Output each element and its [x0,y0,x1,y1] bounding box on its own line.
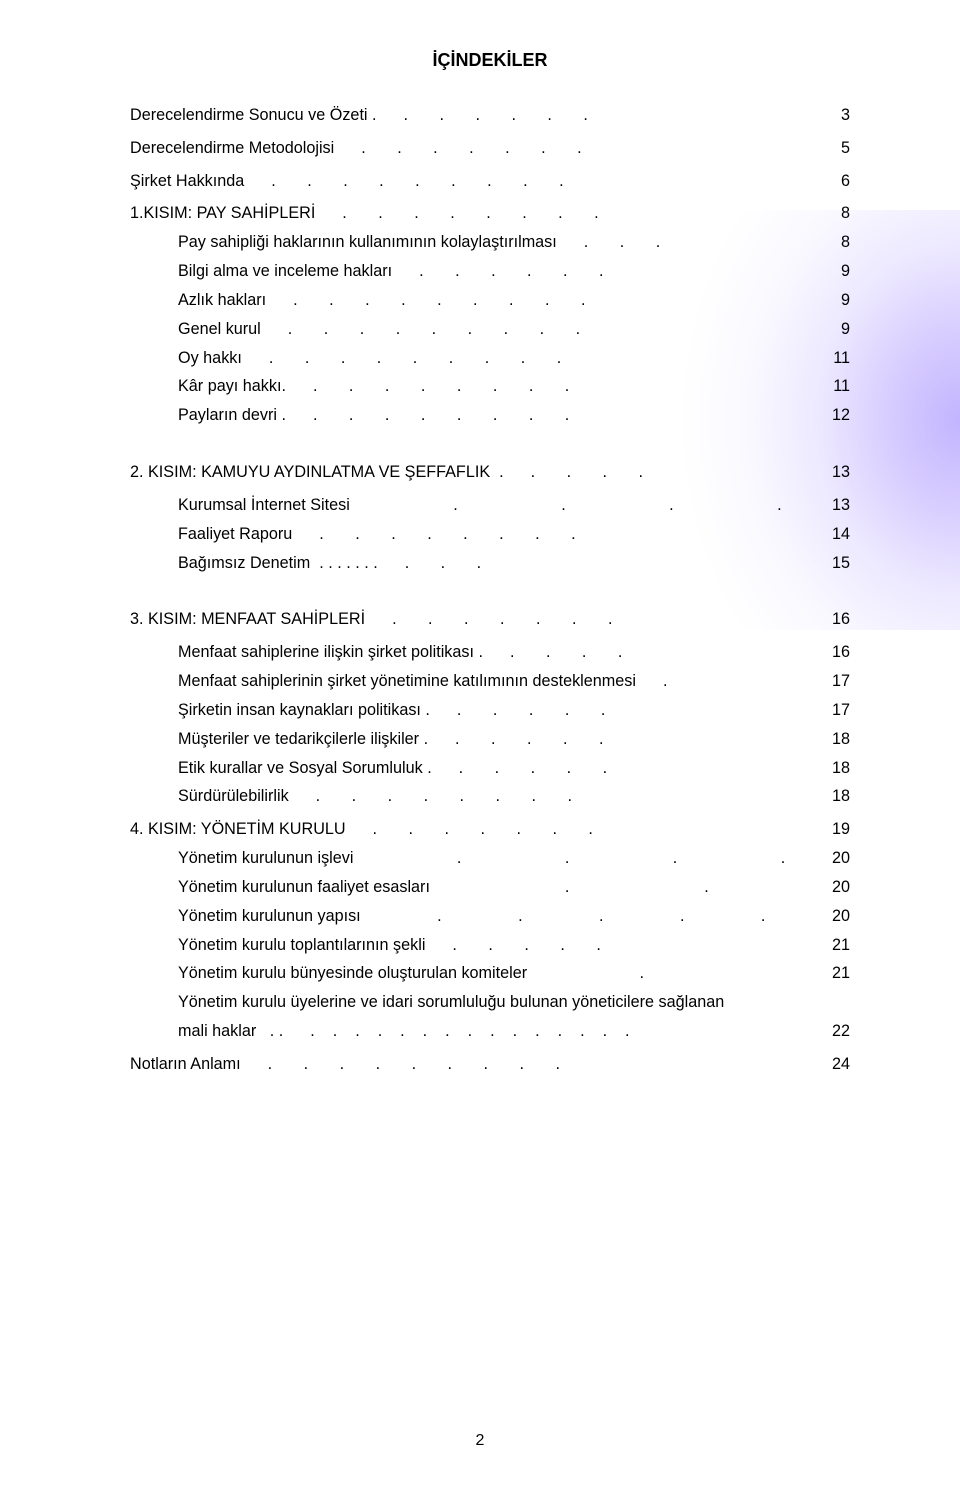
toc-entry-label: Yönetim kurulunun yapısı . . . . . [178,902,765,931]
toc-entry-label: Menfaat sahiplerine ilişkin şirket polit… [178,638,622,667]
toc-entry-page: 20 [824,844,850,873]
page-number: 2 [0,1432,960,1450]
toc-entry: Menfaat sahiplerinin şirket yönetimine k… [130,667,850,696]
toc-entry: Etik kurallar ve Sosyal Sorumluluk . . .… [130,754,850,783]
toc-entry-page: 21 [824,931,850,960]
toc-entry-label: Kâr payı hakkı. . . . . . . . . [178,372,569,401]
toc-entry-page: 16 [824,638,850,667]
toc-entry: Yönetim kurulu bünyesinde oluşturulan ko… [130,959,850,988]
toc-entry-page: 13 [824,491,850,520]
toc-entry: Kurumsal İnternet Sitesi . . . . 13 [130,491,850,520]
toc-entry-page: 19 [824,815,850,844]
toc-entry-label: Menfaat sahiplerinin şirket yönetimine k… [178,667,667,696]
toc-entry: Payların devri . . . . . . . . . 12 [130,401,850,430]
toc-entry: 1.KISIM: PAY SAHİPLERİ . . . . . . . . 8 [130,199,850,228]
toc-entry-page: 8 [833,228,850,257]
toc-entry-page: 14 [824,520,850,549]
toc-entry: Notların Anlamı . . . . . . . . . 24 [130,1050,850,1079]
toc-entry-page: 11 [825,372,850,401]
toc-entry-page: 5 [833,134,850,163]
toc-entry: 2. KISIM: KAMUYU AYDINLATMA VE ŞEFFAFLIK… [130,458,850,487]
toc-entry-label: mali haklar . . . . . . . . . . . . . . … [178,1017,630,1046]
toc-entry-label: Yönetim kurulu toplantılarının şekli . .… [178,931,601,960]
toc-entry-label: Müşteriler ve tedarikçilerle ilişkiler .… [178,725,603,754]
toc-entry-page: 6 [833,167,850,196]
toc-entry-label: 1.KISIM: PAY SAHİPLERİ . . . . . . . . [130,199,599,228]
toc-entry: Yönetim kurulunun yapısı . . . . . 20 [130,902,850,931]
toc-entry-label: Oy hakkı . . . . . . . . . [178,344,561,373]
toc-entry-page: 20 [824,902,850,931]
toc-entry-page: 17 [824,696,850,725]
toc-entry: Yönetim kurulunun işlevi . . . . 20 [130,844,850,873]
toc-entry-page: 15 [824,549,850,578]
toc-entry-page: 9 [833,286,850,315]
toc-entry-label: Yönetim kurulunun faaliyet esasları . . [178,873,709,902]
toc-entry: Faaliyet Raporu . . . . . . . . 14 [130,520,850,549]
toc-entry-page: 18 [824,754,850,783]
toc-entry: Derecelendirme Sonucu ve Özeti . . . . .… [130,101,850,130]
toc-entry: mali haklar . . . . . . . . . . . . . . … [130,1017,850,1046]
toc-entry: Kâr payı hakkı. . . . . . . . . 11 [130,372,850,401]
toc-entry-page: 21 [824,959,850,988]
toc-entry-page: 20 [824,873,850,902]
toc-entry: Yönetim kurulu toplantılarının şekli . .… [130,931,850,960]
toc-entry: Genel kurul . . . . . . . . . 9 [130,315,850,344]
toc-entry-label: 2. KISIM: KAMUYU AYDINLATMA VE ŞEFFAFLIK… [130,458,643,487]
toc-entry-label: Kurumsal İnternet Sitesi . . . . [178,491,782,520]
toc-entry-page: 3 [833,101,850,130]
toc-entry-page: 16 [824,605,850,634]
toc-entry-label: Genel kurul . . . . . . . . . [178,315,580,344]
toc-entry-page: 18 [824,782,850,811]
toc-entry: Şirket Hakkında . . . . . . . . . 6 [130,167,850,196]
toc-entry-page: 17 [824,667,850,696]
toc-entry: Müşteriler ve tedarikçilerle ilişkiler .… [130,725,850,754]
toc-entry: Derecelendirme Metodolojisi . . . . . . … [130,134,850,163]
toc-entry-page: 18 [824,725,850,754]
toc-entry-label: Faaliyet Raporu . . . . . . . . [178,520,576,549]
toc-entry: Bağımsız Denetim . . . . . . . . . . 15 [130,549,850,578]
toc-entry-label: Derecelendirme Sonucu ve Özeti . . . . .… [130,101,588,130]
toc-entry: Yönetim kurulunun faaliyet esasları . . 2… [130,873,850,902]
toc-entry-label: Notların Anlamı . . . . . . . . . [130,1050,560,1079]
toc-entry: Bilgi alma ve inceleme hakları . . . . .… [130,257,850,286]
toc-entry-label: Şirketin insan kaynakları politikası . .… [178,696,605,725]
toc-entry-label: Bağımsız Denetim . . . . . . . . . . [178,549,481,578]
page-title: İÇİNDEKİLER [130,50,850,71]
toc-entry-label: Pay sahipliği haklarının kullanımının ko… [178,228,660,257]
toc-entry-page: 22 [824,1017,850,1046]
toc-entry-label: 3. KISIM: MENFAAT SAHİPLERİ . . . . . . … [130,605,612,634]
toc-entry-label: Sürdürülebilirlik . . . . . . . . [178,782,572,811]
toc-entry: Yönetim kurulu üyelerine ve idari soruml… [130,988,850,1017]
toc-entry-label: Yönetim kurulu bünyesinde oluşturulan ko… [178,959,644,988]
toc-entry: Şirketin insan kaynakları politikası . .… [130,696,850,725]
toc-entry: Azlık hakları . . . . . . . . . 9 [130,286,850,315]
toc-entry: Sürdürülebilirlik . . . . . . . . 18 [130,782,850,811]
toc-entry: Oy hakkı . . . . . . . . . 11 [130,344,850,373]
toc-entry: 4. KISIM: YÖNETİM KURULU . . . . . . . 19 [130,815,850,844]
toc-entry-label: Bilgi alma ve inceleme hakları . . . . .… [178,257,604,286]
toc-entry-page: 12 [824,401,850,430]
toc-entry-label: Yönetim kurulu üyelerine ve idari soruml… [178,988,724,1017]
toc-entry-label: 4. KISIM: YÖNETİM KURULU . . . . . . . [130,815,593,844]
toc-entry-page: 9 [833,315,850,344]
toc-entry-page: 9 [833,257,850,286]
toc-entry: Menfaat sahiplerine ilişkin şirket polit… [130,638,850,667]
toc-entry: 3. KISIM: MENFAAT SAHİPLERİ . . . . . . … [130,605,850,634]
toc-entry-page: 11 [825,344,850,373]
section-gap [130,430,850,458]
section-gap [130,577,850,605]
toc-entry-label: Derecelendirme Metodolojisi . . . . . . … [130,134,582,163]
toc-entry: Pay sahipliği haklarının kullanımının ko… [130,228,850,257]
toc-entry-label: Etik kurallar ve Sosyal Sorumluluk . . .… [178,754,607,783]
toc-entry-label: Şirket Hakkında . . . . . . . . . [130,167,564,196]
toc-entry-label: Azlık hakları . . . . . . . . . [178,286,585,315]
toc-entry-label: Payların devri . . . . . . . . . [178,401,569,430]
toc-entry-page: 13 [824,458,850,487]
toc-entry-page: 8 [833,199,850,228]
table-of-contents: Derecelendirme Sonucu ve Özeti . . . . .… [130,101,850,1079]
toc-entry-page: 24 [824,1050,850,1079]
toc-entry-label: Yönetim kurulunun işlevi . . . . [178,844,785,873]
